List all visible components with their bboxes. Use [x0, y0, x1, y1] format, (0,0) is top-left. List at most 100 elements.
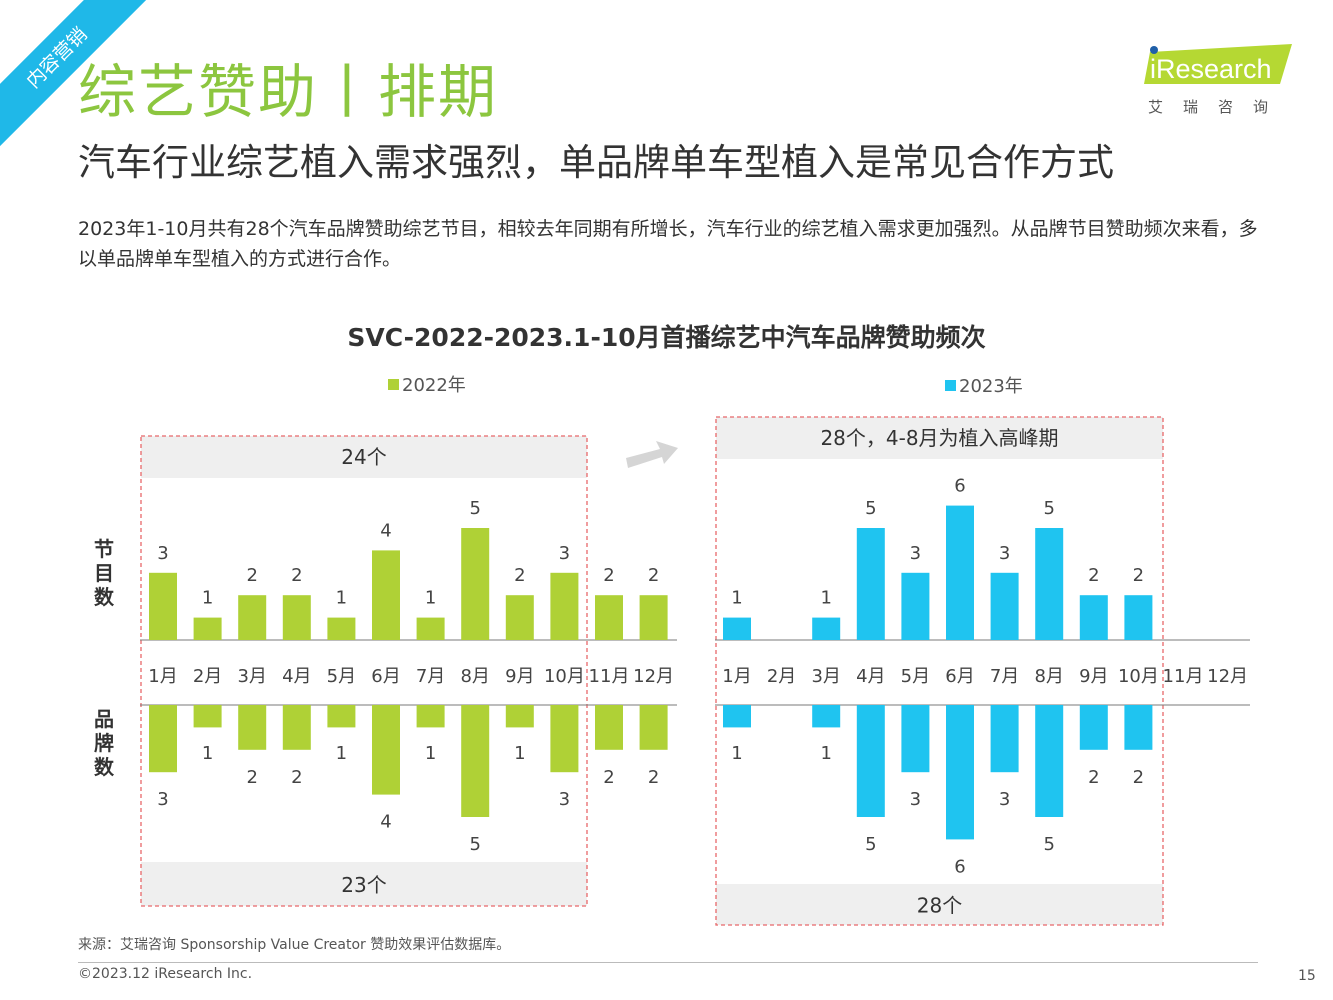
data-label-bottom-2023: 3: [910, 789, 921, 810]
tick-label-2023: 1月: [722, 666, 751, 687]
data-label-bottom-2022: 1: [514, 743, 525, 764]
bar-bottom-2023: [990, 705, 1019, 773]
data-label-top-2023: 5: [865, 498, 876, 519]
data-label-top-2023: 6: [954, 476, 965, 497]
bar-top-2022: [372, 550, 400, 640]
row-label-bottom-char: 数: [94, 755, 115, 779]
bar-bottom-2022: [372, 705, 400, 795]
data-label-bottom-2023: 5: [1043, 834, 1054, 855]
bar-top-2022: [193, 617, 222, 640]
bar-bottom-2023: [946, 705, 974, 840]
data-label-top-2022: 2: [246, 565, 257, 586]
data-label-top-2022: 2: [603, 565, 614, 586]
intro-paragraph: 2023年1-10月共有28个汽车品牌赞助综艺节目，相较去年同期有所增长，汽车行…: [78, 218, 1258, 270]
row-label-top-char: 数: [94, 585, 115, 609]
tick-label-2022: 2月: [193, 666, 222, 687]
row-label-top-char: 节: [94, 537, 114, 561]
tick-label-2023: 7月: [990, 666, 1019, 687]
tick-label-2022: 8月: [460, 666, 489, 687]
data-label-bottom-2023: 2: [1133, 767, 1144, 788]
tick-label-2023: 6月: [945, 666, 974, 687]
bar-top-2022: [282, 595, 311, 640]
bar-top-2022: [505, 595, 534, 640]
row-label-bottom-char: 品: [94, 707, 114, 731]
data-label-top-2022: 1: [202, 588, 213, 609]
data-label-bottom-2023: 3: [999, 789, 1010, 810]
bar-top-2022: [639, 595, 668, 640]
bar-bottom-2022: [193, 705, 222, 728]
page-subtitle: 汽车行业综艺植入需求强烈，单品牌单车型植入是常见合作方式: [78, 141, 1114, 184]
bar-bottom-2023: [723, 705, 751, 728]
data-label-top-2023: 3: [999, 543, 1010, 564]
bar-top-2022: [550, 572, 579, 640]
bar-bottom-2023: [901, 705, 930, 773]
data-label-top-2023: 1: [820, 588, 831, 609]
legend-swatch-2023: [945, 380, 956, 391]
total-band-bottom-2022: [141, 862, 587, 906]
bar-bottom-2022: [238, 705, 267, 750]
data-label-bottom-2022: 4: [380, 812, 391, 833]
data-label-top-2022: 2: [648, 565, 659, 586]
data-label-bottom-2022: 2: [291, 767, 302, 788]
data-label-bottom-2022: 2: [603, 767, 614, 788]
bar-top-2023: [990, 572, 1019, 640]
bar-top-2023: [723, 617, 751, 640]
bar-bottom-2022: [550, 705, 579, 773]
legend-swatch-2022: [388, 379, 399, 390]
bar-top-2023: [1035, 528, 1064, 640]
data-label-bottom-2022: 5: [469, 834, 480, 855]
data-label-top-2022: 3: [559, 543, 570, 564]
data-label-top-2022: 5: [469, 498, 480, 519]
tick-label-2022: 10月: [544, 666, 585, 687]
bar-top-2023: [1079, 595, 1108, 640]
total-band-top-2022: [141, 436, 587, 478]
copyright: ©2023.12 iResearch Inc.: [78, 966, 253, 982]
data-label-bottom-2023: 1: [731, 743, 742, 764]
bar-bottom-2022: [639, 705, 668, 750]
data-label-bottom-2022: 1: [202, 743, 213, 764]
data-label-top-2023: 2: [1133, 565, 1144, 586]
logo-subtitle: 艾瑞咨询: [1148, 98, 1289, 116]
bar-bottom-2022: [595, 705, 623, 750]
data-label-top-2022: 2: [514, 565, 525, 586]
bar-top-2023: [946, 505, 974, 640]
bar-bottom-2023: [812, 705, 841, 728]
data-label-bottom-2022: 2: [246, 767, 257, 788]
dashed-box-2022: [140, 435, 588, 907]
source-note: 来源：艾瑞咨询 Sponsorship Value Creator 赞助效果评估…: [78, 937, 511, 953]
bar-bottom-2022: [461, 705, 490, 817]
data-label-top-2022: 3: [157, 543, 168, 564]
data-label-bottom-2023: 2: [1088, 767, 1099, 788]
tick-label-2023: 3月: [811, 666, 840, 687]
iresearch-logo: iResearch: [1144, 44, 1292, 84]
bar-top-2023: [812, 617, 841, 640]
data-label-bottom-2022: 1: [425, 743, 436, 764]
bar-top-2022: [327, 617, 356, 640]
tick-label-2023: 12月: [1207, 666, 1248, 687]
bar-bottom-2023: [856, 705, 885, 817]
page-number: 15: [1298, 968, 1316, 984]
data-label-bottom-2023: 5: [865, 834, 876, 855]
data-label-top-2022: 1: [425, 588, 436, 609]
tick-label-2023: 5月: [901, 666, 930, 687]
data-label-bottom-2022: 3: [559, 789, 570, 810]
tick-label-2022: 3月: [237, 666, 266, 687]
tick-label-2023: 10月: [1118, 666, 1159, 687]
bar-top-2022: [416, 617, 445, 640]
bar-top-2023: [1124, 595, 1153, 640]
bar-top-2022: [595, 595, 623, 640]
total-band-top-2023: [716, 417, 1163, 459]
row-label-bottom-char: 牌: [94, 731, 114, 755]
data-label-top-2022: 2: [291, 565, 302, 586]
tick-label-2022: 4月: [282, 666, 311, 687]
tick-label-2023: 9月: [1079, 666, 1108, 687]
data-label-top-2023: 2: [1088, 565, 1099, 586]
bar-bottom-2022: [327, 705, 356, 728]
page-title: 综艺赞助丨排期: [78, 58, 499, 126]
data-label-bottom-2022: 2: [648, 767, 659, 788]
tick-label-2022: 9月: [505, 666, 534, 687]
bar-top-2022: [238, 595, 267, 640]
data-label-top-2023: 5: [1043, 498, 1054, 519]
bar-top-2022: [149, 572, 177, 640]
data-label-bottom-2022: 1: [336, 743, 347, 764]
